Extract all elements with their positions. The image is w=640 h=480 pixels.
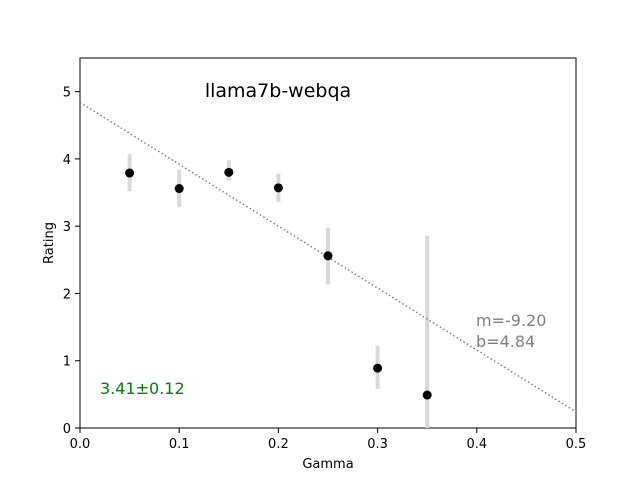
chart-title: llama7b-webqa — [205, 80, 351, 102]
data-point — [174, 184, 184, 194]
x-tick-label: 0.3 — [367, 437, 388, 452]
y-tick-label: 1 — [63, 355, 71, 370]
data-point — [125, 168, 135, 178]
data-point — [373, 363, 383, 373]
data-point — [323, 251, 333, 261]
plot-frame — [79, 57, 577, 429]
x-tick-label: 0.5 — [566, 437, 587, 452]
data-point — [422, 390, 432, 400]
x-axis: 0.0 0.1 0.2 0.3 0.4 0.5 — [70, 428, 587, 452]
y-axis: 0 1 2 3 4 5 — [63, 86, 80, 437]
data-point — [224, 167, 234, 177]
data-points — [125, 167, 432, 400]
y-tick-label: 5 — [63, 86, 71, 101]
y-tick-label: 4 — [63, 153, 71, 168]
x-tick-label: 0.0 — [70, 437, 91, 452]
y-tick-label: 0 — [63, 422, 71, 437]
y-tick-label: 2 — [63, 287, 71, 302]
x-tick-label: 0.4 — [466, 437, 487, 452]
data-point — [273, 183, 283, 193]
score-annotation: 3.41±0.12 — [100, 379, 185, 398]
intercept-annotation: b=4.84 — [476, 332, 535, 351]
y-axis-label: Rating — [42, 222, 57, 264]
plot-area — [79, 57, 577, 429]
y-tick-label: 3 — [63, 220, 71, 235]
x-axis-label: Gamma — [302, 457, 353, 472]
x-tick-label: 0.1 — [169, 437, 190, 452]
x-tick-label: 0.2 — [268, 437, 289, 452]
slope-annotation: m=-9.20 — [476, 311, 546, 330]
